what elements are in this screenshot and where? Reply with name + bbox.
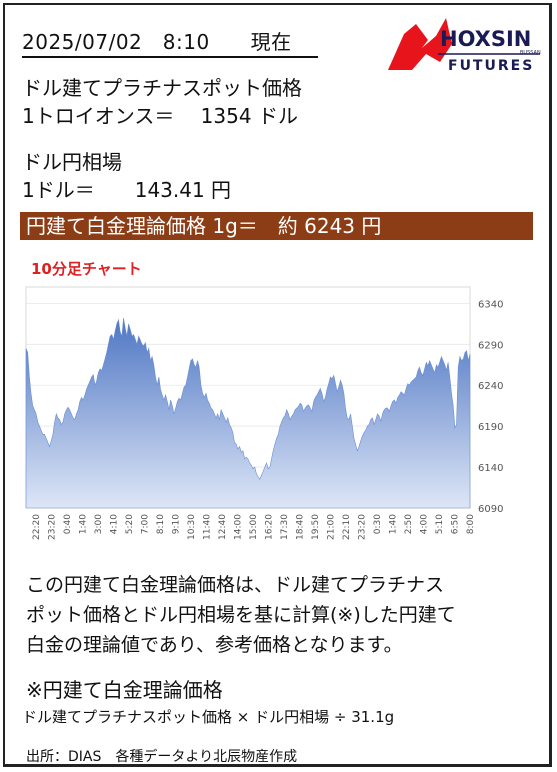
hoxsin-logo: HOXSIN BUSSAN FUTURES [388, 18, 541, 74]
x-tick-label: 2:50 [404, 514, 414, 534]
description-line-2: ポット価格とドル円相場を基に計算(※)した円建て [26, 604, 456, 626]
as-of-datetime: 2025/07/02 8:10 現在 [22, 26, 318, 58]
logo-name: HOXSIN [440, 27, 531, 51]
x-tick-label: 9:10 [172, 514, 182, 534]
logo-small: BUSSAN [520, 50, 541, 56]
formula-expression: ドル建てプラチナスポット価格 × ドル円相場 ÷ 31.1g [22, 708, 395, 726]
price-chart: 6090 6140 6190 6240 6290 6340 22:20 23:20 0:40 1… [25, 286, 503, 540]
x-tick-label: 15:00 [249, 514, 259, 540]
y-tick-label: 6240 [478, 381, 503, 392]
x-tick-label: 7:00 [141, 514, 151, 534]
platinum-price: 1トロイオンス＝ 1354 ドル [22, 104, 298, 128]
x-tick-label: 8:10 [156, 514, 166, 534]
description-line-1: この円建て白金理論価格は、ドル建てプラチナス [26, 574, 445, 596]
y-tick-label: 6340 [478, 299, 503, 310]
source-note: 出所：DIAS 各種データより北辰物産作成 [26, 749, 298, 765]
x-tick-label: 22:10 [342, 514, 352, 540]
x-tick-label: 4:10 [110, 514, 120, 534]
x-tick-label: 11:40 [203, 514, 213, 540]
y-tick-label: 6190 [478, 422, 503, 433]
x-tick-label: 1:40 [389, 514, 399, 534]
y-tick-label: 6290 [478, 340, 503, 351]
x-tick-label: 19:50 [311, 514, 321, 540]
theory-price-band: 円建て白金理論価格 1g＝ 約 6243 円 [20, 212, 533, 240]
x-tick-label: 5:10 [435, 514, 445, 534]
x-tick-label: 3:00 [94, 514, 104, 534]
panel-frame [3, 3, 552, 767]
x-tick-label: 0:30 [373, 514, 383, 534]
x-tick-label: 17:30 [280, 514, 290, 540]
x-tick-label: 23:20 [358, 514, 368, 540]
x-tick-label: 4:00 [420, 514, 430, 534]
x-tick-label: 1:40 [79, 514, 89, 534]
y-tick-label: 6090 [478, 504, 503, 515]
x-tick-label: 0:40 [63, 514, 73, 534]
formula-title: ※円建て白金理論価格 [26, 678, 223, 702]
y-tick-label: 6140 [478, 463, 503, 474]
fx-rate: 1ドル＝ 143.41 円 [22, 178, 232, 202]
x-tick-label: 5:20 [125, 514, 135, 534]
x-tick-label: 14:00 [234, 514, 244, 540]
logo-swoosh-icon [388, 18, 452, 70]
x-tick-label: 18:40 [296, 514, 306, 540]
x-tick-label: 12:40 [218, 514, 228, 540]
x-tick-label: 21:00 [327, 514, 337, 540]
description-line-3: 白金の理論値であり、参考価格となります。 [26, 634, 403, 656]
logo-sub: FUTURES [448, 58, 534, 74]
x-tick-label: 23:20 [48, 514, 58, 540]
x-tick-label: 8:00 [466, 514, 476, 534]
fx-title: ドル円相場 [22, 150, 122, 174]
x-tick-label: 10:30 [187, 514, 197, 540]
x-tick-label: 16:20 [265, 514, 275, 540]
x-tick-label: 6:50 [451, 514, 461, 534]
price-area-series [25, 318, 471, 509]
x-tick-label: 22:20 [32, 514, 42, 540]
platinum-title: ドル建てプラチナスポット価格 [22, 76, 302, 100]
chart-label: 10分足チャート [31, 260, 142, 278]
